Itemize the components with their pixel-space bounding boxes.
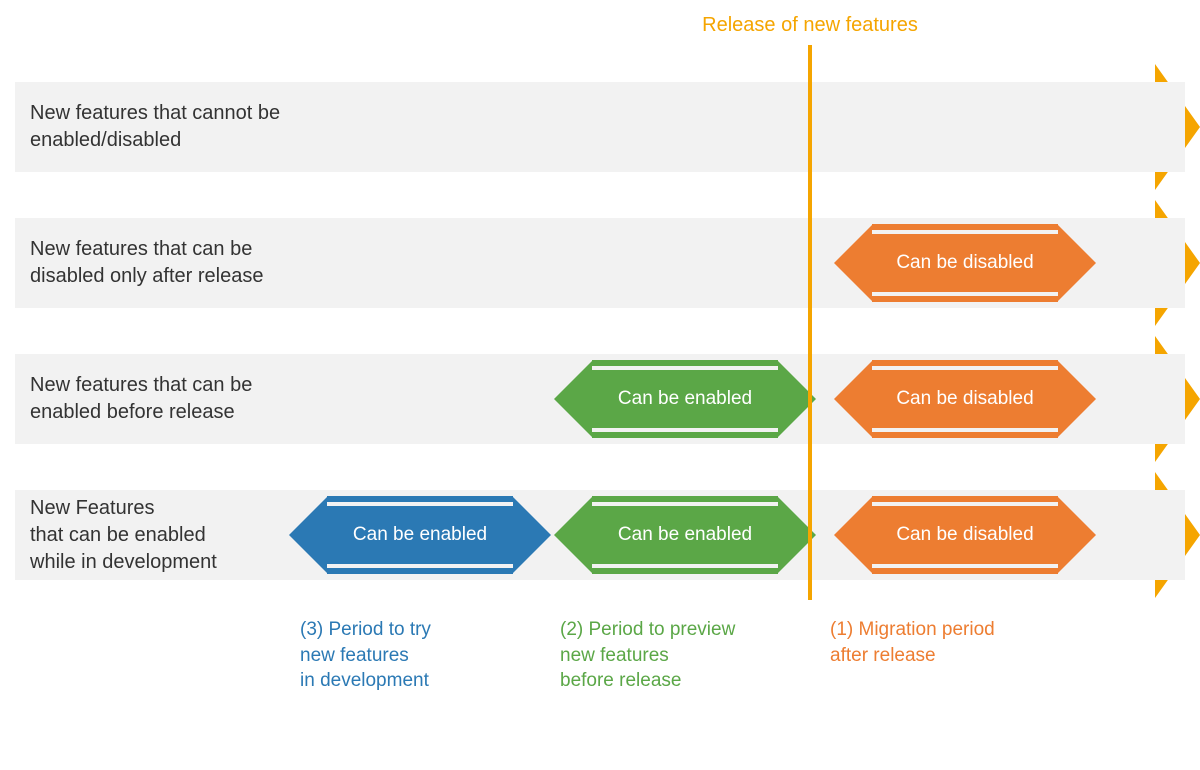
row-label-0: New features that cannot beenabled/disab… — [30, 82, 330, 172]
dbl-arrow-row3-green: Can be enabled — [554, 506, 816, 584]
footnote-2: (1) Migration periodafter release — [830, 617, 1090, 668]
dbl-arrow-row2-orange-label: Can be disabled — [872, 370, 1058, 428]
dbl-arrow-row3-orange: Can be disabled — [834, 506, 1096, 584]
row-label-1: New features that can bedisabled only af… — [30, 218, 330, 308]
row-label-2: New features that can beenabled before r… — [30, 354, 330, 444]
dbl-arrow-row3-blue-label: Can be enabled — [327, 506, 513, 564]
header-release-label: Release of new features — [670, 14, 950, 37]
diagram-canvas: Release of new featuresAfter the release… — [0, 0, 1200, 770]
dbl-arrow-row2-orange: Can be disabled — [834, 370, 1096, 448]
dbl-arrow-row1-orange-label: Can be disabled — [872, 234, 1058, 292]
dbl-arrow-row1-orange: Can be disabled — [834, 234, 1096, 312]
footnote-1: (2) Period to previewnew featuresbefore … — [560, 617, 820, 694]
dbl-arrow-row2-green: Can be enabled — [554, 370, 816, 448]
row-label-3: New Featuresthat can be enabledwhile in … — [30, 490, 330, 580]
dbl-arrow-row3-orange-label: Can be disabled — [872, 506, 1058, 564]
dbl-arrow-row3-blue: Can be enabled — [289, 506, 551, 584]
footnote-0: (3) Period to trynew featuresin developm… — [300, 617, 560, 694]
dbl-arrow-row2-green-label: Can be enabled — [592, 370, 778, 428]
release-vertical-line — [808, 45, 812, 600]
dbl-arrow-row3-green-label: Can be enabled — [592, 506, 778, 564]
